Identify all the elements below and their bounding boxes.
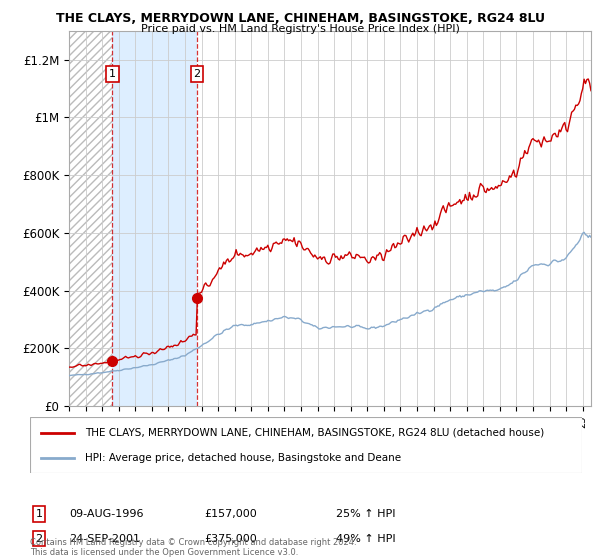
Text: 2: 2 bbox=[194, 69, 200, 79]
Text: THE CLAYS, MERRYDOWN LANE, CHINEHAM, BASINGSTOKE, RG24 8LU (detached house): THE CLAYS, MERRYDOWN LANE, CHINEHAM, BAS… bbox=[85, 428, 544, 438]
Bar bbox=[197, 31, 600, 406]
Text: 09-AUG-1996: 09-AUG-1996 bbox=[69, 509, 143, 519]
Text: Price paid vs. HM Land Registry's House Price Index (HPI): Price paid vs. HM Land Registry's House … bbox=[140, 24, 460, 34]
Text: £375,000: £375,000 bbox=[204, 534, 257, 544]
Text: 24-SEP-2001: 24-SEP-2001 bbox=[69, 534, 140, 544]
Text: 1: 1 bbox=[35, 509, 43, 519]
Text: 2: 2 bbox=[35, 534, 43, 544]
Text: HPI: Average price, detached house, Basingstoke and Deane: HPI: Average price, detached house, Basi… bbox=[85, 452, 401, 463]
Text: Contains HM Land Registry data © Crown copyright and database right 2024.
This d: Contains HM Land Registry data © Crown c… bbox=[30, 538, 356, 557]
Text: 49% ↑ HPI: 49% ↑ HPI bbox=[336, 534, 395, 544]
Text: 25% ↑ HPI: 25% ↑ HPI bbox=[336, 509, 395, 519]
Bar bbox=[69, 31, 112, 406]
Text: £157,000: £157,000 bbox=[204, 509, 257, 519]
Text: THE CLAYS, MERRYDOWN LANE, CHINEHAM, BASINGSTOKE, RG24 8LU: THE CLAYS, MERRYDOWN LANE, CHINEHAM, BAS… bbox=[56, 12, 545, 25]
Text: 1: 1 bbox=[109, 69, 116, 79]
Bar bbox=[112, 31, 197, 406]
